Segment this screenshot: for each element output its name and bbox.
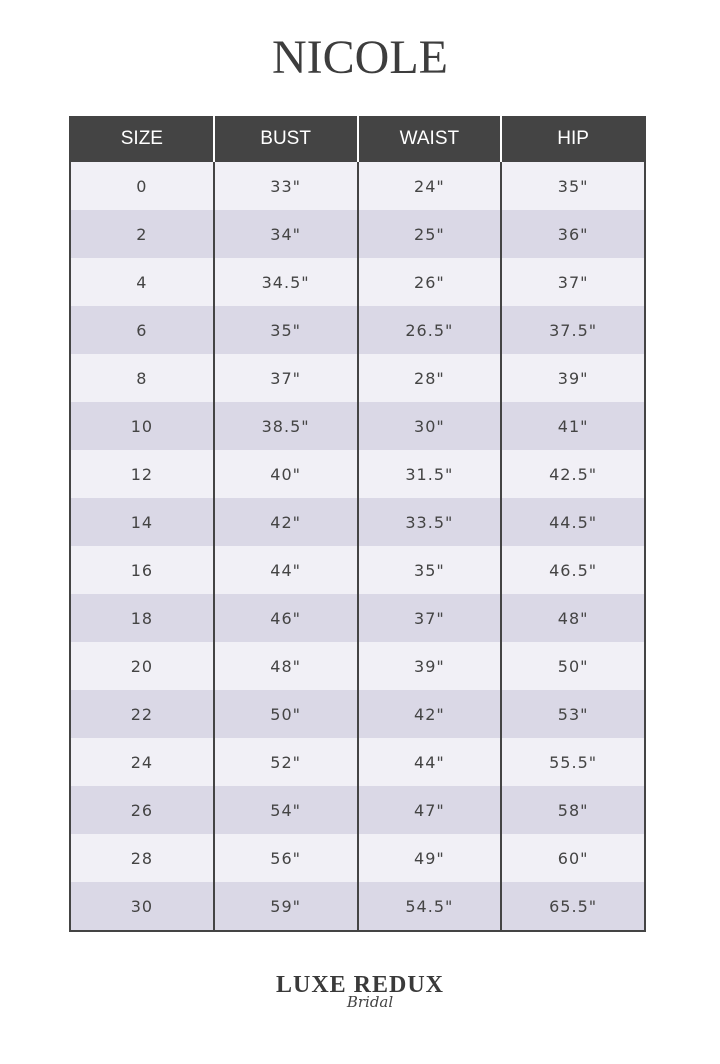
table-row: 18 46" 37" 48" bbox=[71, 594, 644, 642]
cell-hip: 39" bbox=[502, 354, 644, 402]
logo-wordmark: LUXE REDUX bbox=[275, 972, 444, 998]
page-title: NICOLE bbox=[272, 31, 448, 84]
cell-waist: 42" bbox=[358, 690, 501, 738]
header-hip: HIP bbox=[500, 116, 644, 162]
cell-bust: 33" bbox=[214, 162, 357, 210]
cell-hip: 41" bbox=[502, 402, 644, 450]
cell-bust: 52" bbox=[214, 738, 357, 786]
cell-size: 10 bbox=[71, 402, 213, 450]
cell-waist: 37" bbox=[358, 594, 501, 642]
cell-size: 22 bbox=[71, 690, 213, 738]
table-row: 0 33" 24" 35" bbox=[71, 162, 644, 210]
table-row: 12 40" 31.5" 42.5" bbox=[71, 450, 644, 498]
cell-hip: 55.5" bbox=[502, 738, 644, 786]
header-size: SIZE bbox=[120, 128, 163, 149]
cell-bust: 34.5" bbox=[214, 258, 357, 306]
table-row: 26 54" 47" 58" bbox=[71, 786, 644, 834]
cell-bust: 50" bbox=[214, 690, 357, 738]
table-row: 2 34" 25" 36" bbox=[71, 210, 644, 258]
cell-size: 30 bbox=[71, 882, 213, 930]
cell-waist: 54.5" bbox=[358, 882, 501, 930]
cell-bust: 40" bbox=[214, 450, 357, 498]
table-row: 20 48" 39" 50" bbox=[71, 642, 644, 690]
cell-bust: 35" bbox=[214, 306, 357, 354]
cell-size: 2 bbox=[71, 210, 213, 258]
cell-waist: 44" bbox=[358, 738, 501, 786]
cell-bust: 38.5" bbox=[214, 402, 357, 450]
table-row: 6 35" 26.5" 37.5" bbox=[71, 306, 644, 354]
cell-size: 16 bbox=[71, 546, 213, 594]
cell-size: 28 bbox=[71, 834, 213, 882]
table-row: 22 50" 42" 53" bbox=[71, 690, 644, 738]
size-chart-table: SIZE BUST WAIST HIP 0 33" 24" 35" 2 34" 25" 36"… bbox=[69, 116, 646, 932]
header-waist: WAIST bbox=[356, 116, 501, 162]
cell-waist: 49" bbox=[358, 834, 501, 882]
cell-bust: 59" bbox=[214, 882, 357, 930]
cell-waist: 31.5" bbox=[358, 450, 501, 498]
cell-bust: 37" bbox=[214, 354, 357, 402]
cell-waist: 33.5" bbox=[358, 498, 501, 546]
table-row: 16 44" 35" 46.5" bbox=[71, 546, 644, 594]
cell-waist: 39" bbox=[358, 642, 501, 690]
cell-waist: 35" bbox=[358, 546, 501, 594]
cell-hip: 50" bbox=[502, 642, 644, 690]
table-row: 8 37" 28" 39" bbox=[71, 354, 644, 402]
cell-size: 18 bbox=[71, 594, 213, 642]
cell-size: 14 bbox=[71, 498, 213, 546]
cell-size: 24 bbox=[71, 738, 213, 786]
cell-size: 0 bbox=[71, 162, 213, 210]
cell-size: 26 bbox=[71, 786, 213, 834]
cell-hip: 37.5" bbox=[502, 306, 644, 354]
table-row: 30 59" 54.5" 65.5" bbox=[71, 882, 644, 930]
cell-bust: 46" bbox=[214, 594, 357, 642]
cell-size: 12 bbox=[71, 450, 213, 498]
cell-hip: 35" bbox=[502, 162, 644, 210]
cell-hip: 42.5" bbox=[502, 450, 644, 498]
cell-hip: 65.5" bbox=[502, 882, 644, 930]
cell-size: 4 bbox=[71, 258, 213, 306]
cell-waist: 25" bbox=[358, 210, 501, 258]
cell-size: 20 bbox=[71, 642, 213, 690]
logo-subtitle: Bridal bbox=[346, 993, 394, 1011]
cell-hip: 44.5" bbox=[502, 498, 644, 546]
table-row: 14 42" 33.5" 44.5" bbox=[71, 498, 644, 546]
cell-hip: 46.5" bbox=[502, 546, 644, 594]
cell-size: 8 bbox=[71, 354, 213, 402]
cell-size: 6 bbox=[71, 306, 213, 354]
cell-bust: 44" bbox=[214, 546, 357, 594]
cell-hip: 37" bbox=[502, 258, 644, 306]
cell-bust: 34" bbox=[214, 210, 357, 258]
table-row: 4 34.5" 26" 37" bbox=[71, 258, 644, 306]
cell-bust: 48" bbox=[214, 642, 357, 690]
cell-hip: 60" bbox=[502, 834, 644, 882]
cell-bust: 56" bbox=[214, 834, 357, 882]
cell-waist: 28" bbox=[358, 354, 501, 402]
cell-hip: 58" bbox=[502, 786, 644, 834]
table-header: SIZE BUST WAIST HIP bbox=[71, 116, 644, 162]
cell-hip: 36" bbox=[502, 210, 644, 258]
cell-waist: 26" bbox=[358, 258, 501, 306]
cell-hip: 48" bbox=[502, 594, 644, 642]
cell-bust: 42" bbox=[214, 498, 357, 546]
cell-waist: 24" bbox=[358, 162, 501, 210]
cell-waist: 47" bbox=[358, 786, 501, 834]
table-row: 28 56" 49" 60" bbox=[71, 834, 644, 882]
brand-logo: LUXE REDUX Bridal bbox=[0, 972, 720, 1011]
cell-waist: 26.5" bbox=[358, 306, 501, 354]
table-row: 10 38.5" 30" 41" bbox=[71, 402, 644, 450]
table-row: 24 52" 44" 55.5" bbox=[71, 738, 644, 786]
cell-hip: 53" bbox=[502, 690, 644, 738]
header-bust: BUST bbox=[212, 116, 357, 162]
cell-waist: 30" bbox=[358, 402, 501, 450]
cell-bust: 54" bbox=[214, 786, 357, 834]
